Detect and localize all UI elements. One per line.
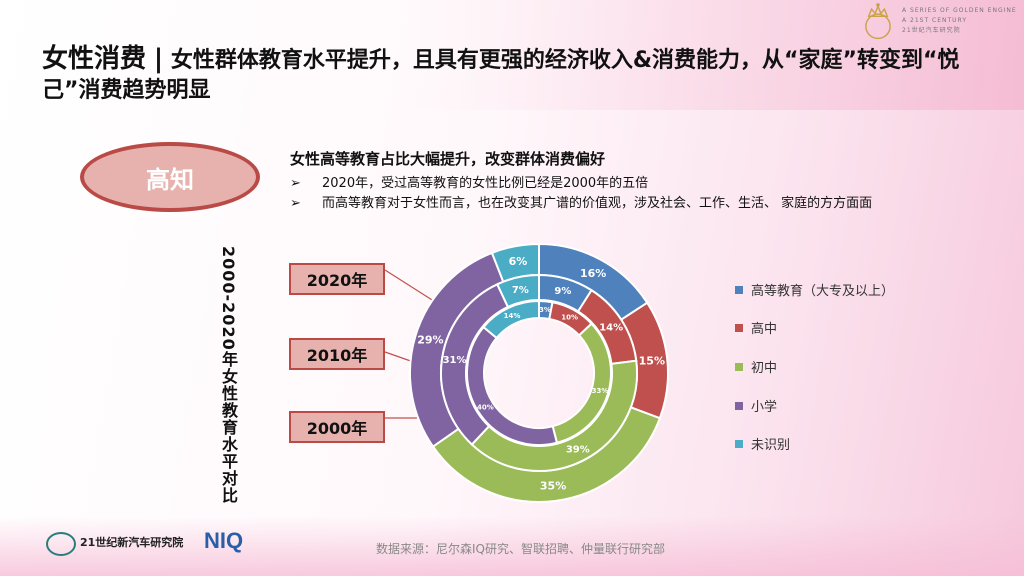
data-source: 数据来源：尼尔森IQ研究、智联招聘、仲量联行研究部	[376, 542, 665, 556]
institute-logo-icon	[46, 532, 76, 556]
data-label: 40%	[477, 403, 494, 411]
data-label: 33%	[592, 387, 609, 395]
leader-line-2020	[384, 269, 441, 306]
title-rest: 女性群体教育水平提升，且具有更强的经济收入&消费能力，从“家庭”转变到“悦己”消…	[42, 48, 960, 103]
logo-text: A SERIES OF GOLDEN ENGINE A 21ST CENTURY 2…	[902, 7, 1017, 34]
year-label-2010: 2010年	[289, 338, 385, 370]
title-main: 女性消费	[42, 44, 147, 74]
page-title: 女性消费 | 女性群体教育水平提升，且具有更强的经济收入&消费能力，从“家庭”转…	[42, 44, 992, 106]
legend-swatch	[735, 439, 743, 448]
chart-title: 2000-2020年女性教育水平对比	[219, 246, 238, 504]
crown-logo-icon	[865, 3, 891, 40]
legend-item-primary: 小学	[735, 396, 777, 415]
data-label: 35%	[540, 479, 566, 492]
section-subhead: 女性高等教育占比大幅提升，改变群体消费偏好	[290, 150, 606, 168]
donut-segment-2000年-4	[482, 299, 540, 340]
data-label: 7%	[512, 285, 529, 296]
data-label: 16%	[580, 267, 606, 280]
data-label: 14%	[599, 323, 623, 334]
bullet-list: ➢ 2020年，受过高等教育的女性比例已经是2000年的五倍 ➢ 而高等教育对于女性…	[290, 174, 872, 214]
data-label: 31%	[443, 355, 467, 366]
year-label-2020: 2020年	[289, 263, 385, 295]
institute-name: 21世纪新汽车研究院	[80, 536, 184, 549]
data-label: 15%	[639, 354, 665, 367]
bullet-item: ➢ 而高等教育对于女性而言，也在改变其广谱的价值观，涉及社会、工作、生活、 家庭的…	[290, 196, 873, 211]
legend-swatch	[735, 285, 743, 294]
bullet-item: ➢ 2020年，受过高等教育的女性比例已经是2000年的五倍	[290, 176, 649, 191]
footer-band	[0, 516, 1024, 576]
data-label: 14%	[504, 312, 521, 320]
legend-swatch	[735, 362, 743, 371]
data-label: 6%	[509, 255, 528, 268]
header-band	[0, 0, 1024, 110]
data-label: 29%	[417, 334, 443, 347]
title-separator: |	[153, 44, 164, 74]
legend-item-high-school: 高中	[735, 318, 777, 337]
year-label-2000: 2000年	[289, 411, 385, 443]
highly-educated-badge: 高知	[80, 142, 260, 212]
data-label: 10%	[561, 314, 578, 322]
legend-swatch	[735, 323, 743, 332]
legend-item-unknown: 未识别	[735, 434, 790, 453]
legend-item-higher-ed: 高等教育（大专及以上）	[735, 280, 894, 299]
legend-swatch	[735, 401, 743, 410]
data-label: 3%	[539, 306, 551, 314]
data-label: 39%	[566, 445, 590, 456]
niq-logo: NIQ	[204, 528, 244, 553]
legend-item-middle-school: 初中	[735, 357, 777, 376]
data-label: 9%	[554, 286, 571, 297]
